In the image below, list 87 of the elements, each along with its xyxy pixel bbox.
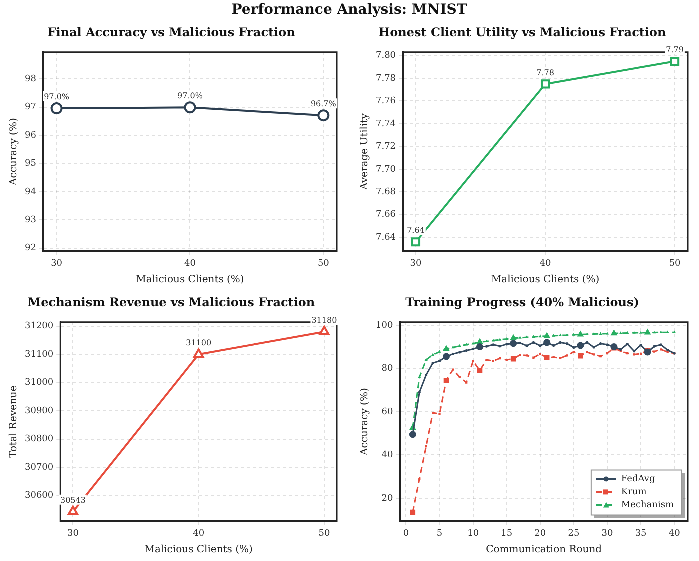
y-tick-label: 7.70 [376,164,396,175]
y-axis-title: Accuracy (%) [360,388,371,456]
x-tick-label: 30 [410,258,422,269]
x-tick-label: 20 [534,528,546,539]
chart-title: Mechanism Revenue vs Malicious Fraction [28,295,316,310]
x-tick-label: 50 [318,258,330,269]
data-label: 7.78 [536,68,554,78]
y-tick-label: 7.80 [376,51,396,62]
chart-subtitle: Performance Analysis: MNIST [230,1,468,20]
y-tick-label: 7.74 [376,119,396,130]
data-label: 7.79 [666,46,684,55]
point [50,102,63,115]
x-axis-title: Malicious Clients (%) [491,274,600,286]
point [442,353,450,360]
legend-label: FedAvg [621,474,656,485]
y-tick-label: 30800 [24,434,54,445]
point [319,326,330,336]
x-tick-label: 15 [501,528,513,539]
data-label: 30543 [60,496,86,505]
x-tick-label: 10 [468,528,480,539]
y-tick-label: 31000 [24,378,54,388]
x-tick-label: 40 [668,528,681,539]
y-tick-label: 30700 [24,462,54,473]
y-tick-label: 94 [25,187,37,198]
data-label: 97.0% [178,92,204,101]
y-tick-label: 20 [382,494,394,504]
y-axis-title: Average Utility [360,113,371,191]
x-tick-label: 5 [436,528,443,539]
chart-title: Honest Client Utility vs Malicious Fraction [378,25,666,40]
y-tick-label: 7.64 [376,232,396,243]
x-axis-title: Communication Round [486,544,603,556]
y-tick-label: 93 [25,216,37,226]
y-tick-label: 95 [25,159,37,170]
y-tick-label: 7.72 [376,142,396,152]
point [184,102,196,114]
x-tick-label: 30 [67,528,80,539]
x-tick-label: 40 [540,258,552,269]
point [510,340,518,348]
point [409,431,416,438]
x-tick-label: 40 [184,258,196,269]
y-tick-label: 7.78 [376,74,396,84]
y-tick-label: 30900 [24,406,54,416]
point [193,348,204,358]
data-label: 96.7% [310,100,337,109]
y-tick-label: 96 [25,130,37,141]
y-tick-label: 92 [25,244,36,254]
x-tick-label: 50 [669,258,682,269]
point [411,238,421,247]
x-tick-label: 40 [193,528,205,539]
chart-title: Final Accuracy vs Malicious Fraction [48,25,296,40]
x-tick-label: 30 [602,528,614,539]
point [670,56,680,66]
point [577,342,584,350]
point [540,80,550,89]
y-tick-label: 31200 [24,322,54,332]
data-label: 31180 [312,316,338,326]
legend-label: Mechanism [621,500,674,511]
y-axis-title: Total Revenue [8,386,20,458]
y-tick-label: 60 [382,407,394,418]
x-axis-title: Malicious Clients (%) [136,274,244,286]
data-label: 31100 [186,338,212,348]
x-tick-label: 35 [635,528,648,539]
x-tick-label: 0 [403,528,410,539]
x-tick-label: 30 [51,258,63,269]
y-axis-title: Accuracy (%) [8,118,20,186]
point [544,339,551,346]
x-tick-label: 25 [568,528,580,539]
y-tick-label: 97 [25,102,37,113]
x-tick-label: 50 [318,528,330,539]
legend-label: Krum [621,488,648,498]
y-tick-label: 31100 [24,350,54,360]
y-tick-label: 7.76 [376,96,396,107]
x-axis-title: Malicious Clients (%) [144,544,254,556]
y-tick-label: 7.66 [376,210,396,220]
data-label: 97.0% [44,92,70,102]
point [644,348,652,356]
y-tick-label: 80 [382,364,394,374]
y-tick-label: 40 [382,450,394,461]
y-tick-label: 30600 [24,491,54,502]
y-tick-label: 7.68 [376,187,396,198]
y-tick-label: 100 [376,320,394,331]
point [318,110,330,122]
y-tick-label: 98 [25,74,37,85]
data-label: 7.64 [407,226,425,236]
chart-title: Training Progress (40% Malicious) [406,295,640,310]
point [68,506,79,516]
point [476,344,484,351]
